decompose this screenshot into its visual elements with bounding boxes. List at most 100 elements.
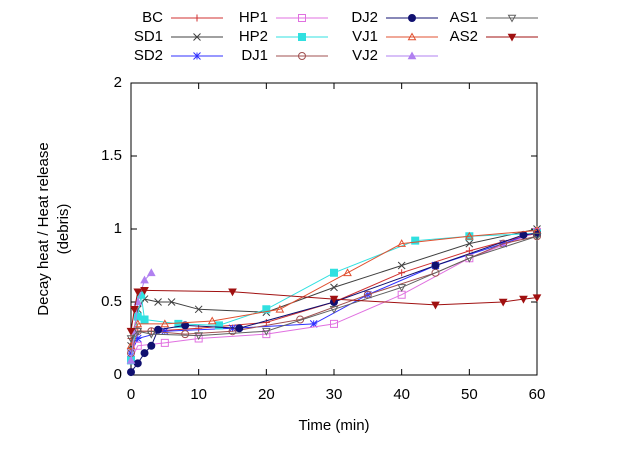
x-tick-label: 30	[326, 386, 343, 403]
marker	[262, 318, 270, 326]
marker	[194, 334, 203, 343]
marker	[408, 14, 416, 22]
series-line	[130, 235, 538, 339]
marker	[194, 332, 204, 341]
marker	[133, 327, 143, 336]
marker	[126, 355, 136, 364]
y-axis-label: (debris)	[55, 204, 72, 255]
marker	[130, 306, 139, 314]
marker	[298, 14, 306, 22]
x-tick-label: 20	[258, 386, 275, 403]
marker	[397, 239, 407, 247]
marker	[397, 284, 407, 292]
marker	[228, 288, 237, 297]
marker	[193, 52, 201, 60]
x-tick-label: 40	[393, 386, 410, 403]
marker	[147, 341, 156, 350]
legend-label: AS2	[450, 28, 478, 45]
marker	[181, 330, 190, 339]
legend-label: VJ1	[352, 28, 378, 45]
legend-label: SD2	[134, 47, 163, 64]
marker	[207, 316, 217, 325]
marker	[329, 295, 339, 304]
legend-label: DJ1	[241, 47, 268, 64]
legend-label: SD1	[134, 28, 163, 45]
marker	[126, 327, 136, 336]
marker	[498, 298, 508, 307]
marker	[431, 261, 440, 270]
marker	[330, 319, 338, 328]
y-tick-label: 1	[114, 220, 122, 237]
legend-label: VJ2	[352, 47, 378, 64]
series-line	[130, 229, 538, 346]
x-tick-label: 10	[190, 386, 207, 403]
marker	[160, 319, 170, 328]
legend-label: DJ2	[351, 9, 378, 26]
marker	[154, 298, 162, 306]
marker	[181, 321, 190, 330]
y-tick-label: 1.5	[101, 147, 122, 164]
y-tick-label: 0	[114, 366, 122, 383]
marker	[298, 33, 306, 41]
y-axis-label: Decay heat / Heat release	[35, 142, 52, 315]
marker	[275, 304, 285, 313]
marker	[140, 275, 149, 284]
x-tick-label: 50	[461, 386, 478, 403]
marker	[298, 52, 306, 60]
marker	[309, 320, 318, 328]
marker	[133, 341, 142, 350]
marker	[519, 295, 528, 304]
marker	[160, 338, 169, 347]
marker	[411, 236, 420, 245]
marker	[133, 359, 142, 368]
legend-label: AS1	[450, 9, 478, 26]
marker	[507, 14, 517, 23]
marker	[407, 51, 417, 60]
marker	[133, 334, 142, 343]
y-tick-label: 2	[114, 74, 122, 91]
marker	[133, 319, 143, 328]
marker	[329, 306, 339, 314]
marker	[519, 230, 528, 239]
x-tick-label: 60	[529, 386, 546, 403]
legend-label: HP2	[239, 28, 268, 45]
marker	[431, 301, 440, 310]
marker	[398, 269, 406, 277]
legend-label: HP1	[239, 9, 268, 26]
y-tick-label: 0.5	[101, 293, 122, 310]
x-tick-label: 0	[127, 386, 135, 403]
marker	[397, 290, 406, 299]
marker	[532, 294, 542, 303]
series-line	[130, 289, 538, 332]
marker	[507, 33, 517, 42]
marker	[464, 231, 474, 240]
marker	[146, 268, 156, 277]
marker	[133, 288, 143, 297]
marker	[343, 268, 352, 277]
marker	[140, 287, 149, 295]
marker	[194, 305, 203, 314]
marker	[407, 32, 417, 41]
marker	[330, 268, 338, 277]
marker	[330, 283, 338, 292]
marker	[140, 349, 149, 358]
marker	[160, 327, 169, 336]
marker	[261, 327, 271, 336]
marker	[397, 261, 406, 270]
marker	[532, 233, 542, 241]
marker	[235, 324, 244, 333]
marker	[127, 368, 135, 377]
marker	[167, 298, 176, 306]
marker	[193, 33, 201, 41]
marker	[146, 330, 156, 339]
plot-frame	[130, 82, 538, 376]
marker	[154, 325, 163, 334]
legend-label: BC	[142, 9, 163, 26]
marker	[464, 254, 474, 263]
x-axis-label: Time (min)	[298, 417, 369, 434]
marker	[193, 14, 201, 22]
marker	[465, 239, 474, 248]
marker	[140, 315, 149, 324]
